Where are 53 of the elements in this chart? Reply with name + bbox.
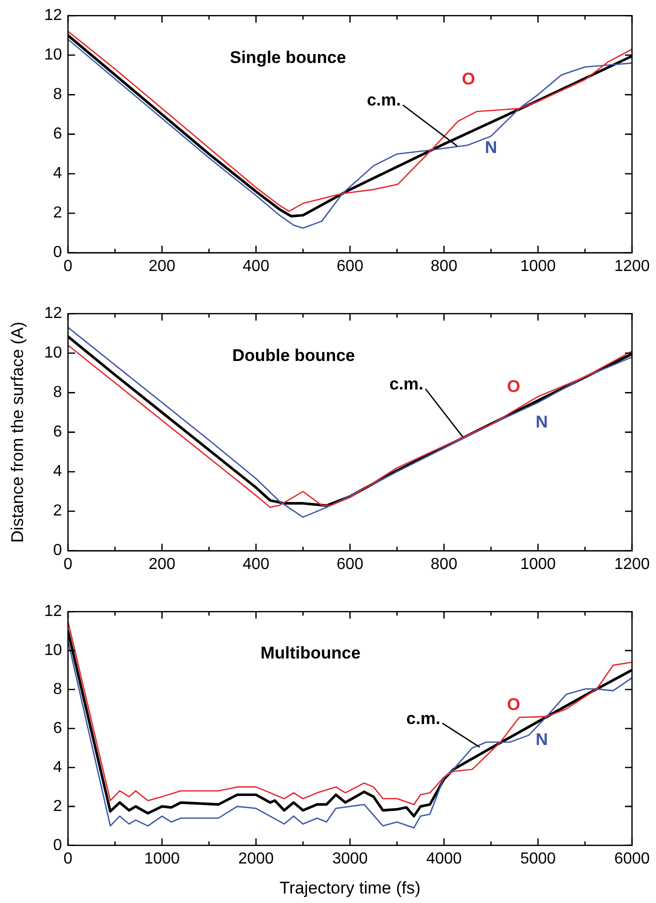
y-tick-label: 2 <box>53 798 62 815</box>
y-tick-label: 4 <box>53 165 62 182</box>
y-tick-label: 4 <box>53 463 62 480</box>
x-tick-label: 1200 <box>614 556 650 573</box>
y-tick-label: 12 <box>44 305 62 322</box>
series-label: O <box>506 376 520 396</box>
series-label: O <box>462 69 476 88</box>
x-tick-label: 400 <box>242 556 270 573</box>
x-tick-label: 1200 <box>614 258 650 275</box>
x-tick-label: 1000 <box>144 850 180 868</box>
y-tick-label: 10 <box>44 46 62 64</box>
y-tick-label: 2 <box>53 204 62 222</box>
y-tick-label: 6 <box>53 424 62 441</box>
x-tick-label: 6000 <box>614 850 650 868</box>
y-tick-label: 0 <box>53 542 62 560</box>
x-tick-label: 200 <box>148 258 176 275</box>
x-tick-label: 800 <box>430 556 458 573</box>
y-tick-label: 8 <box>53 680 62 698</box>
x-tick-label: 200 <box>148 556 176 573</box>
text: Double bounce <box>232 346 355 365</box>
series-label: N <box>536 412 548 432</box>
text: c.m. <box>389 374 424 394</box>
x-tick-label: 1000 <box>520 556 556 573</box>
y-tick-label: 0 <box>53 244 62 262</box>
y-tick-label: 12 <box>44 7 62 24</box>
text: c.m. <box>406 708 440 728</box>
x-axis-title: Trajectory time (fs) <box>279 878 421 898</box>
y-tick-label: 8 <box>53 86 62 104</box>
text: Single bounce <box>230 48 346 67</box>
x-tick-label: 5000 <box>520 850 556 868</box>
y-tick-label: 10 <box>44 642 62 659</box>
x-tick-label: 1000 <box>520 258 556 275</box>
series-label: N <box>484 138 498 158</box>
x-tick-label: 600 <box>336 258 364 275</box>
y-tick-label: 6 <box>53 720 62 737</box>
y-tick-label: 12 <box>44 603 62 620</box>
x-tick-label: 600 <box>336 556 364 573</box>
y-tick-label: 8 <box>53 384 62 402</box>
x-tick-label: 4000 <box>426 850 462 868</box>
y-tick-label: 0 <box>53 836 62 854</box>
y-tick-label: 6 <box>53 126 62 143</box>
text: c.m. <box>366 90 401 110</box>
x-tick-label: 400 <box>242 258 270 275</box>
x-tick-label: 800 <box>430 258 458 275</box>
series-label: O <box>506 694 520 714</box>
y-tick-label: 10 <box>44 344 62 362</box>
text: Multibounce <box>260 643 361 662</box>
y-axis-title: Distance from the surface (A) <box>8 322 27 543</box>
y-tick-label: 4 <box>53 758 62 776</box>
x-tick-label: 3000 <box>332 850 368 868</box>
series-label: N <box>536 730 548 749</box>
x-tick-label: 2000 <box>238 850 274 868</box>
y-tick-label: 2 <box>53 502 62 520</box>
